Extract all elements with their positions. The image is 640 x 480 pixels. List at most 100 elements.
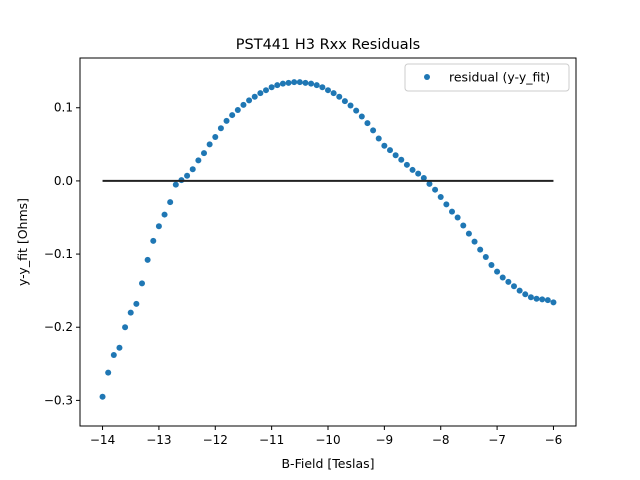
data-point	[223, 117, 230, 124]
data-point	[150, 237, 157, 244]
data-point	[432, 186, 439, 193]
data-point	[415, 170, 422, 177]
data-point	[403, 161, 410, 168]
data-point	[251, 93, 258, 100]
y-tick-label: −0.2	[44, 320, 73, 334]
data-point	[527, 294, 534, 301]
data-point	[370, 127, 377, 134]
data-point	[522, 291, 529, 298]
x-tick-label: −9	[376, 433, 394, 447]
data-point	[460, 222, 467, 229]
y-axis: −0.3 −0.2 −0.1 0.0 0.1	[44, 101, 80, 407]
data-point	[144, 256, 151, 263]
data-point	[516, 287, 523, 294]
data-point	[133, 300, 140, 307]
x-tick-label: −7	[488, 433, 506, 447]
legend-label: residual (y-y_fit)	[449, 70, 550, 85]
chart-title: PST441 H3 Rxx Residuals	[236, 37, 420, 53]
data-point	[471, 238, 478, 245]
data-point	[155, 223, 162, 230]
data-point	[302, 79, 309, 86]
data-point	[268, 84, 275, 91]
data-point	[336, 93, 343, 100]
data-point	[167, 199, 174, 206]
data-point	[398, 156, 405, 163]
y-tick-label: −0.3	[44, 393, 73, 407]
data-point	[409, 166, 416, 173]
data-point	[499, 274, 506, 281]
data-point	[392, 152, 399, 159]
data-point	[285, 79, 292, 86]
data-point	[229, 112, 236, 119]
data-point	[533, 295, 540, 302]
data-point	[330, 90, 337, 97]
x-tick-label: −8	[432, 433, 450, 447]
data-point	[341, 98, 348, 105]
data-point	[539, 296, 546, 303]
data-point	[387, 147, 393, 154]
data-point	[488, 262, 495, 269]
data-point	[274, 82, 281, 89]
data-point	[110, 352, 117, 359]
scatter-points	[99, 79, 557, 400]
data-point	[353, 107, 360, 114]
y-tick-label: −0.1	[44, 247, 73, 261]
x-tick-label: −13	[146, 433, 171, 447]
data-point	[364, 120, 371, 127]
data-point	[161, 211, 168, 218]
data-point	[234, 106, 241, 113]
data-point	[127, 309, 134, 316]
data-point	[116, 344, 123, 351]
data-point	[313, 82, 320, 89]
data-point	[319, 84, 326, 91]
data-point	[184, 172, 191, 179]
data-point	[511, 283, 517, 290]
data-point	[544, 297, 551, 304]
data-point	[381, 142, 388, 149]
data-point	[550, 299, 557, 306]
data-point	[449, 208, 455, 215]
data-point	[263, 87, 269, 94]
data-point	[139, 280, 145, 287]
data-point	[465, 230, 472, 237]
x-tick-label: −10	[315, 433, 340, 447]
x-tick-label: −14	[90, 433, 115, 447]
data-point	[291, 79, 298, 86]
legend-box	[404, 63, 570, 92]
x-tick-label: −6	[545, 433, 563, 447]
data-point	[477, 246, 484, 253]
data-point	[308, 80, 315, 87]
data-point	[105, 369, 112, 376]
y-tick-label: 0.0	[54, 174, 73, 188]
data-point	[437, 194, 444, 201]
data-point	[201, 150, 207, 157]
x-axis-label: B-Field [Teslas]	[281, 456, 374, 471]
data-point	[443, 201, 450, 208]
data-point	[206, 141, 213, 148]
data-point	[195, 157, 202, 164]
legend-marker	[424, 74, 430, 80]
data-point	[375, 135, 382, 142]
data-point	[505, 278, 512, 285]
data-point	[454, 214, 461, 221]
data-point	[494, 268, 501, 275]
data-point	[347, 102, 354, 109]
data-point	[217, 125, 224, 132]
x-axis: −14 −13 −12 −11 −10 −9 −8 −7 −6	[90, 426, 562, 447]
data-point	[279, 80, 286, 87]
data-point	[212, 134, 219, 141]
data-point	[240, 101, 247, 108]
data-point	[189, 166, 196, 173]
x-tick-label: −12	[203, 433, 228, 447]
data-point	[122, 324, 129, 331]
data-point	[482, 253, 489, 260]
plot-area	[99, 79, 557, 400]
y-axis-label: y-y_fit [Ohms]	[15, 198, 30, 286]
data-point	[325, 87, 331, 94]
data-point	[246, 97, 253, 104]
data-point	[426, 180, 433, 187]
data-point	[296, 79, 303, 86]
data-point	[257, 90, 264, 97]
data-point	[358, 113, 365, 120]
